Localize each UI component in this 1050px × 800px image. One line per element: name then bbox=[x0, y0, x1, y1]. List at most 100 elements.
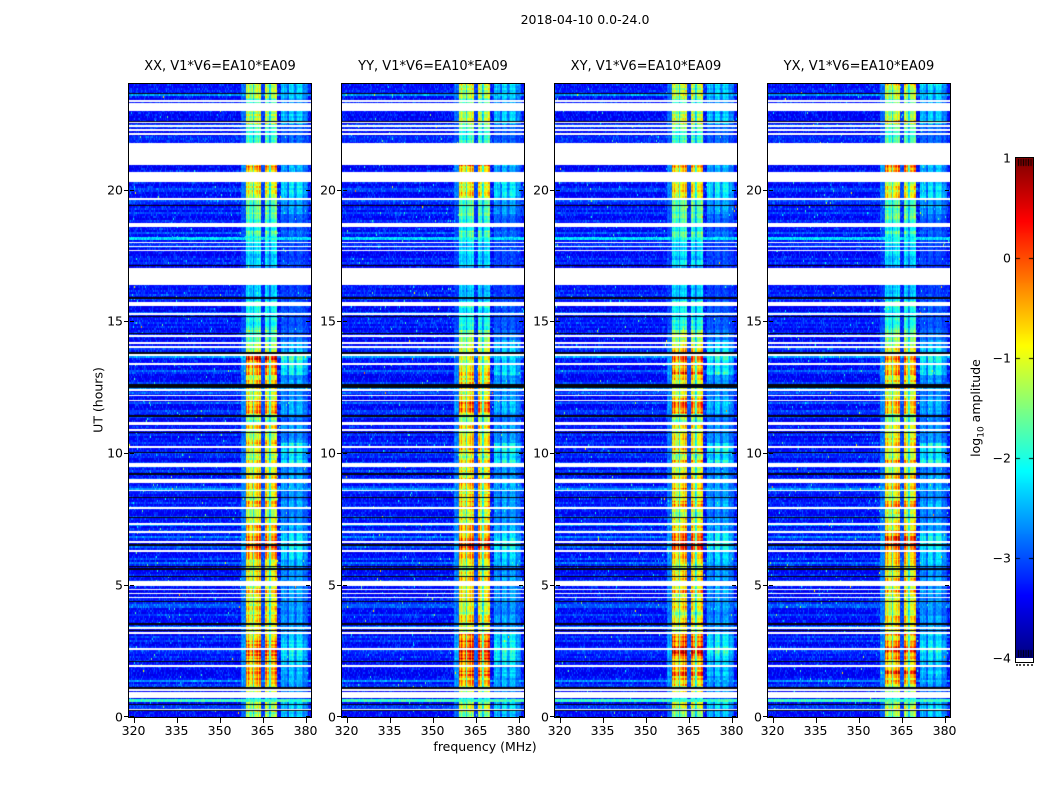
y-tick-mark bbox=[337, 453, 341, 454]
x-tick-label: 350 bbox=[846, 723, 871, 738]
panel-title-YX: YX, V1*V6=EA10*EA09 bbox=[783, 59, 935, 74]
panel-title-XX: XX, V1*V6=EA10*EA09 bbox=[144, 59, 296, 74]
y-tick-mark bbox=[769, 585, 773, 586]
x-tick-mark bbox=[773, 718, 774, 723]
y-tick-label: 5 bbox=[115, 577, 123, 593]
y-tick-mark bbox=[945, 321, 949, 322]
x-tick-mark bbox=[134, 718, 135, 723]
x-tick-label: 365 bbox=[676, 723, 701, 738]
colorbar-label-sub: 10 bbox=[976, 426, 987, 438]
x-tick-mark bbox=[902, 718, 903, 723]
y-tick-mark bbox=[337, 716, 341, 717]
x-tick-mark bbox=[220, 718, 221, 723]
y-tick-label: 10 bbox=[746, 445, 762, 461]
colorbar-tick-label: −3 bbox=[992, 550, 1011, 566]
y-tick-mark bbox=[306, 321, 310, 322]
panel-XX bbox=[128, 83, 312, 718]
x-tick-mark bbox=[560, 718, 561, 723]
x-tick-label: 380 bbox=[293, 723, 318, 738]
y-tick-label: 5 bbox=[541, 577, 549, 593]
x-tick-label: 380 bbox=[719, 723, 744, 738]
x-tick-label: 320 bbox=[760, 723, 785, 738]
y-tick-mark bbox=[945, 453, 949, 454]
y-tick-mark bbox=[519, 190, 523, 191]
y-tick-label: 10 bbox=[533, 445, 549, 461]
y-tick-mark bbox=[130, 453, 134, 454]
x-tick-mark bbox=[433, 718, 434, 723]
y-tick-mark bbox=[337, 190, 341, 191]
x-tick-label: 335 bbox=[164, 723, 189, 738]
x-tick-label: 350 bbox=[420, 723, 445, 738]
x-tick-label: 320 bbox=[121, 723, 146, 738]
y-tick-label: 10 bbox=[107, 445, 123, 461]
y-tick-mark bbox=[763, 585, 767, 586]
y-tick-mark bbox=[124, 585, 128, 586]
x-tick-mark bbox=[390, 718, 391, 723]
y-tick-mark bbox=[945, 585, 949, 586]
colorbar-tick-label: −1 bbox=[992, 350, 1011, 366]
y-tick-label: 0 bbox=[115, 709, 123, 725]
y-tick-mark bbox=[337, 585, 341, 586]
y-tick-mark bbox=[337, 321, 341, 322]
x-tick-label: 350 bbox=[633, 723, 658, 738]
y-tick-mark bbox=[306, 453, 310, 454]
x-tick-label: 320 bbox=[334, 723, 359, 738]
y-tick-mark bbox=[306, 716, 310, 717]
y-tick-mark bbox=[343, 190, 347, 191]
y-tick-mark bbox=[769, 321, 773, 322]
x-tick-mark bbox=[519, 718, 520, 723]
colorbar-label-suffix: amplitude bbox=[967, 359, 983, 427]
x-tick-mark bbox=[816, 718, 817, 723]
y-tick-mark bbox=[732, 190, 736, 191]
x-tick-mark bbox=[689, 718, 690, 723]
y-tick-mark bbox=[519, 321, 523, 322]
y-tick-mark bbox=[763, 321, 767, 322]
y-tick-label: 20 bbox=[746, 182, 762, 197]
colorbar-axis-label: log10 amplitude bbox=[968, 359, 987, 457]
y-tick-mark bbox=[556, 716, 560, 717]
x-tick-label: 380 bbox=[932, 723, 957, 738]
panel-title-XY: XY, V1*V6=EA10*EA09 bbox=[570, 59, 722, 74]
x-tick-mark bbox=[263, 718, 264, 723]
y-tick-mark bbox=[732, 585, 736, 586]
y-tick-mark bbox=[732, 453, 736, 454]
figure-title: 2018-04-10 0.0-24.0 bbox=[520, 12, 650, 27]
y-tick-mark bbox=[769, 190, 773, 191]
y-tick-mark bbox=[306, 585, 310, 586]
y-tick-mark bbox=[769, 453, 773, 454]
y-tick-mark bbox=[519, 453, 523, 454]
colorbar-tick-label: −2 bbox=[992, 450, 1011, 466]
y-axis-label: UT (hours) bbox=[90, 367, 106, 433]
x-tick-label: 320 bbox=[547, 723, 572, 738]
y-tick-label: 5 bbox=[328, 577, 336, 593]
y-tick-mark bbox=[945, 716, 949, 717]
y-tick-label: 15 bbox=[533, 313, 549, 329]
x-tick-label: 335 bbox=[803, 723, 828, 738]
y-tick-mark bbox=[732, 321, 736, 322]
spectrogram-XY bbox=[555, 84, 737, 717]
y-tick-label: 15 bbox=[746, 313, 762, 329]
y-tick-mark bbox=[130, 190, 134, 191]
y-tick-mark bbox=[732, 716, 736, 717]
y-tick-mark bbox=[343, 453, 347, 454]
panel-YX bbox=[767, 83, 951, 718]
x-tick-label: 365 bbox=[889, 723, 914, 738]
spectrogram-YX bbox=[768, 84, 950, 717]
x-tick-label: 335 bbox=[377, 723, 402, 738]
y-tick-label: 20 bbox=[320, 182, 336, 197]
y-tick-mark bbox=[130, 585, 134, 586]
x-tick-mark bbox=[177, 718, 178, 723]
x-tick-mark bbox=[306, 718, 307, 723]
y-tick-mark bbox=[519, 716, 523, 717]
panel-title-YY: YY, V1*V6=EA10*EA09 bbox=[358, 59, 508, 74]
y-tick-mark bbox=[343, 585, 347, 586]
x-tick-mark bbox=[476, 718, 477, 723]
colorbar-tick-label: −4 bbox=[992, 650, 1011, 666]
y-tick-mark bbox=[343, 321, 347, 322]
y-tick-mark bbox=[306, 190, 310, 191]
y-tick-label: 15 bbox=[107, 313, 123, 329]
y-tick-mark bbox=[343, 716, 347, 717]
y-tick-mark bbox=[769, 716, 773, 717]
y-tick-label: 20 bbox=[107, 182, 123, 197]
